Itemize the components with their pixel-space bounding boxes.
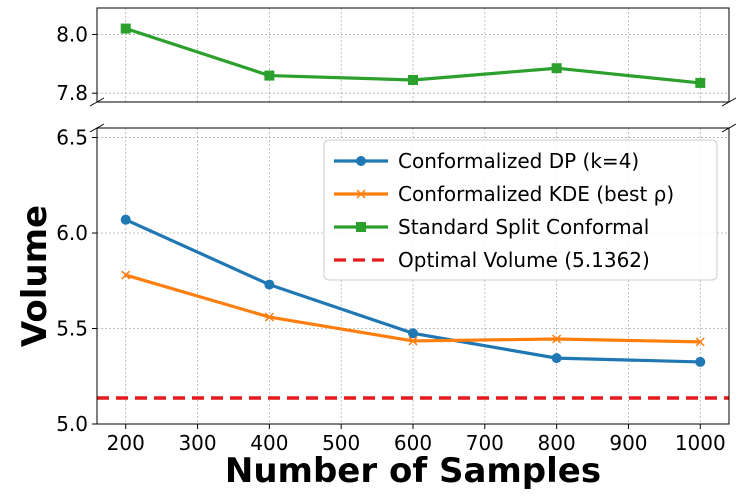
data-point-conformalized-kde-best	[552, 334, 562, 344]
bottom-panel-y-tick-label: 5.0	[56, 412, 88, 436]
legend-swatch-marker	[356, 189, 366, 199]
data-point-conformalized-kde-best-stroke	[408, 336, 418, 346]
legend-label: Standard Split Conformal	[398, 215, 649, 239]
bottom-panel-y-tick-label: 5.5	[56, 317, 88, 341]
data-point-conformalized-kde-best	[264, 312, 274, 322]
x-tick-label: 900	[609, 431, 647, 455]
tick-layer: 200 300 400 500 600 700 800 900 1000 7.8 8.0 5.0 5.5…	[56, 22, 726, 455]
legend-swatch-marker	[356, 222, 366, 232]
legend-entries: Conformalized DP (k=4) Conformalized KDE …	[334, 149, 674, 272]
data-point-conformalized-dp-k-4	[551, 353, 562, 364]
x-tick-label: 1000	[675, 431, 726, 455]
legend-entry: Standard Split Conformal	[334, 215, 649, 239]
legend-entry: Conformalized KDE (best ρ)	[334, 182, 674, 206]
axis-break-mark-left-top	[89, 97, 105, 107]
data-point-standard-split-conformal	[264, 70, 275, 81]
top-panel-y-tick-label: 8.0	[56, 22, 88, 46]
data-point-conformalized-kde-best	[408, 336, 418, 346]
legend-entry: Optimal Volume (5.1362)	[334, 248, 650, 272]
data-point-conformalized-dp-k-4	[408, 328, 418, 339]
data-point-conformalized-kde-best-stroke	[695, 337, 705, 347]
x-tick-label: 800	[538, 431, 576, 455]
axis-break-mark-left-bottom	[89, 123, 105, 133]
data-point-conformalized-kde-best-stroke	[552, 334, 562, 344]
data-point-conformalized-dp-k-4	[264, 279, 275, 290]
legend-label: Optimal Volume (5.1362)	[398, 248, 650, 272]
data-point-conformalized-kde-best	[121, 270, 131, 280]
x-tick-label: 300	[178, 431, 216, 455]
bottom-panel-y-tick-label: 6.5	[56, 126, 88, 150]
legend-entry: Conformalized DP (k=4)	[334, 149, 639, 173]
legend-swatch-marker-stroke	[356, 189, 366, 199]
top-panel-y-tick-label: 7.8	[56, 81, 88, 105]
data-point-standard-split-conformal	[551, 63, 562, 74]
data-point-conformalized-kde-best-stroke	[121, 270, 131, 280]
x-tick-label: 200	[107, 431, 145, 455]
legend-label: Conformalized KDE (best ρ)	[398, 182, 674, 206]
x-axis-title: Number of Samples	[225, 451, 601, 491]
x-tick-label: 500	[322, 431, 360, 455]
axis-break-mark-right-bottom	[721, 123, 737, 133]
data-point-conformalized-kde-best-stroke	[264, 312, 274, 322]
top-panel-frame	[96, 7, 730, 103]
legend-box	[323, 139, 718, 281]
axis-break-mark-right-top	[721, 97, 737, 107]
data-point-standard-split-conformal	[120, 23, 131, 34]
y-axis-title: Volume	[15, 205, 55, 347]
legend-swatch-marker	[356, 156, 366, 166]
data-point-conformalized-dp-k-4	[695, 356, 706, 367]
data-point-standard-split-conformal	[695, 77, 706, 88]
x-tick-label: 600	[394, 431, 432, 455]
data-point-conformalized-dp-k-4	[120, 214, 131, 225]
legend-label: Conformalized DP (k=4)	[398, 149, 639, 173]
bottom-panel-y-tick-label: 6.0	[56, 221, 88, 245]
series-layer	[97, 23, 729, 400]
data-point-conformalized-kde-best	[695, 337, 705, 347]
x-tick-label: 700	[466, 431, 504, 455]
x-tick-label: 400	[250, 431, 288, 455]
legend: Conformalized DP (k=4) Conformalized KDE …	[323, 139, 718, 281]
data-point-standard-split-conformal	[408, 74, 418, 85]
